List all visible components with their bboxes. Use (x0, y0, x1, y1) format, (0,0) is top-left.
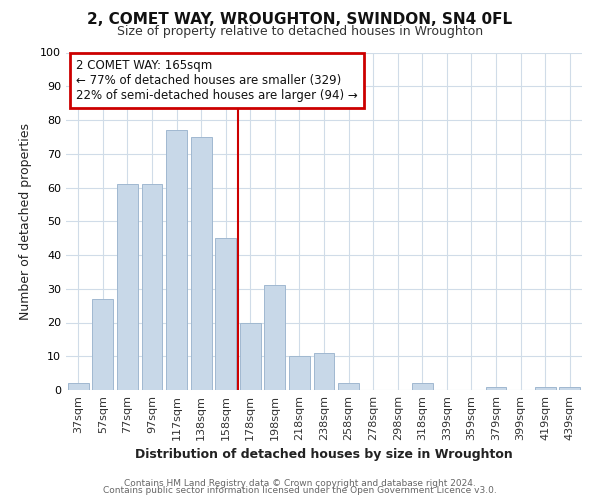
Bar (338, 383, 359, 390)
Text: Size of property relative to detached houses in Wroughton: Size of property relative to detached ho… (117, 25, 483, 38)
Text: Contains HM Land Registry data © Crown copyright and database right 2024.: Contains HM Land Registry data © Crown c… (124, 478, 476, 488)
Bar (68, 383, 89, 390)
Bar (215, 238, 236, 390)
Bar (535, 386, 556, 390)
Text: 2, COMET WAY, WROUGHTON, SWINDON, SN4 0FL: 2, COMET WAY, WROUGHTON, SWINDON, SN4 0F… (88, 12, 512, 28)
Bar (166, 130, 187, 390)
X-axis label: Distribution of detached houses by size in Wroughton: Distribution of detached houses by size … (135, 448, 513, 462)
Bar (559, 386, 580, 390)
Y-axis label: Number of detached properties: Number of detached properties (19, 122, 32, 320)
Bar (240, 322, 261, 390)
Bar (485, 386, 506, 390)
Text: 2 COMET WAY: 165sqm
← 77% of detached houses are smaller (329)
22% of semi-detac: 2 COMET WAY: 165sqm ← 77% of detached ho… (76, 59, 358, 102)
Bar (117, 184, 138, 390)
Bar (314, 353, 334, 390)
Text: Contains public sector information licensed under the Open Government Licence v3: Contains public sector information licen… (103, 486, 497, 495)
Bar (289, 356, 310, 390)
Bar (92, 299, 113, 390)
Bar (412, 383, 433, 390)
Bar (265, 286, 286, 390)
Bar (191, 137, 212, 390)
Bar (142, 184, 163, 390)
